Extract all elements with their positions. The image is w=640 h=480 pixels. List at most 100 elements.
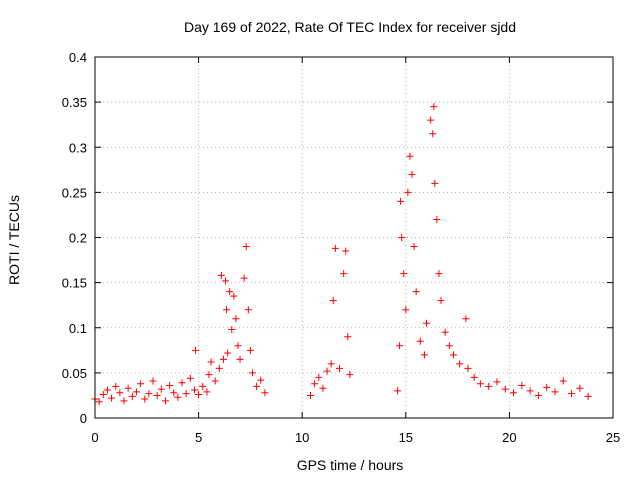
data-point xyxy=(476,380,484,388)
data-point xyxy=(178,379,186,387)
data-point xyxy=(257,376,265,384)
data-point xyxy=(228,326,236,334)
data-point xyxy=(242,243,250,251)
data-point xyxy=(435,270,443,278)
y-tick-label: 0.3 xyxy=(69,140,87,155)
data-point xyxy=(116,389,124,397)
data-point xyxy=(234,342,242,350)
data-point xyxy=(108,394,116,402)
data-point xyxy=(437,297,445,305)
data-point xyxy=(124,384,132,392)
data-point xyxy=(112,382,120,390)
data-point xyxy=(157,385,165,393)
data-point xyxy=(246,346,254,354)
data-point xyxy=(584,392,592,400)
data-point xyxy=(412,288,420,296)
data-point xyxy=(534,391,542,399)
x-tick-label: 15 xyxy=(399,430,413,445)
data-point xyxy=(222,277,230,285)
data-point xyxy=(464,364,472,372)
y-tick-label: 0.05 xyxy=(62,366,87,381)
data-point xyxy=(95,398,103,406)
data-point xyxy=(329,297,337,305)
data-point xyxy=(470,373,478,381)
data-point xyxy=(186,374,194,382)
data-point xyxy=(485,382,493,390)
data-point xyxy=(141,395,149,403)
data-point xyxy=(319,384,327,392)
data-point xyxy=(501,385,509,393)
scatter-points xyxy=(91,103,592,406)
data-point xyxy=(311,380,319,388)
data-point xyxy=(559,377,567,385)
data-point xyxy=(153,391,161,399)
y-tick-label: 0.2 xyxy=(69,231,87,246)
data-point xyxy=(223,306,231,314)
data-point xyxy=(493,378,501,386)
data-point xyxy=(190,386,198,394)
data-point xyxy=(445,342,453,350)
data-point xyxy=(431,179,439,187)
data-point xyxy=(404,188,412,196)
data-point xyxy=(456,360,464,368)
data-point xyxy=(230,292,238,300)
data-point xyxy=(232,315,240,323)
x-tick-label: 10 xyxy=(295,430,309,445)
data-point xyxy=(120,397,128,405)
data-point xyxy=(191,346,199,354)
data-point xyxy=(568,390,576,398)
data-point xyxy=(219,355,227,363)
data-point xyxy=(441,328,449,336)
y-tick-label: 0.15 xyxy=(62,276,87,291)
x-tick-label: 5 xyxy=(195,430,202,445)
data-point xyxy=(397,197,405,205)
y-tick-label: 0.35 xyxy=(62,95,87,110)
data-point xyxy=(420,351,428,359)
data-point xyxy=(331,244,339,252)
data-point xyxy=(327,360,335,368)
data-point xyxy=(423,319,431,327)
x-tick-label: 0 xyxy=(91,430,98,445)
data-point xyxy=(449,351,457,359)
data-point xyxy=(543,383,551,391)
data-point xyxy=(398,234,406,241)
data-point xyxy=(306,391,314,399)
data-point xyxy=(261,389,269,397)
data-point xyxy=(253,382,261,390)
data-point xyxy=(430,103,438,111)
data-point xyxy=(396,342,404,350)
data-point xyxy=(410,243,418,251)
data-point xyxy=(518,382,526,390)
chart-title: Day 169 of 2022, Rate Of TEC Index for r… xyxy=(184,19,516,35)
data-point xyxy=(211,377,219,385)
data-point xyxy=(137,380,145,388)
data-point xyxy=(236,355,244,363)
grid-lines xyxy=(95,57,613,418)
plot-background xyxy=(95,57,613,418)
data-point xyxy=(344,333,352,341)
data-point xyxy=(406,152,414,160)
axis-ticks: 0 5 10 15 20 25 0 0.05 0.1 0.15 0.2 0.25 0.3 0.35 0.4 xyxy=(62,50,621,445)
data-point xyxy=(217,271,225,279)
x-tick-label: 25 xyxy=(606,430,620,445)
data-point xyxy=(128,392,136,400)
data-point xyxy=(199,382,207,390)
data-point xyxy=(400,270,408,278)
y-tick-label: 0.1 xyxy=(69,321,87,336)
data-point xyxy=(551,388,559,396)
data-point xyxy=(132,388,140,396)
data-point xyxy=(224,349,232,357)
data-point xyxy=(402,306,410,314)
data-point xyxy=(576,384,584,392)
data-point xyxy=(195,391,203,399)
data-point xyxy=(416,337,424,345)
data-point xyxy=(149,377,157,385)
data-point xyxy=(315,373,323,381)
data-point xyxy=(205,371,213,379)
data-point xyxy=(103,386,111,394)
data-point xyxy=(335,364,343,372)
data-point xyxy=(174,393,182,401)
x-tick-label: 20 xyxy=(502,430,516,445)
data-point xyxy=(340,270,348,278)
